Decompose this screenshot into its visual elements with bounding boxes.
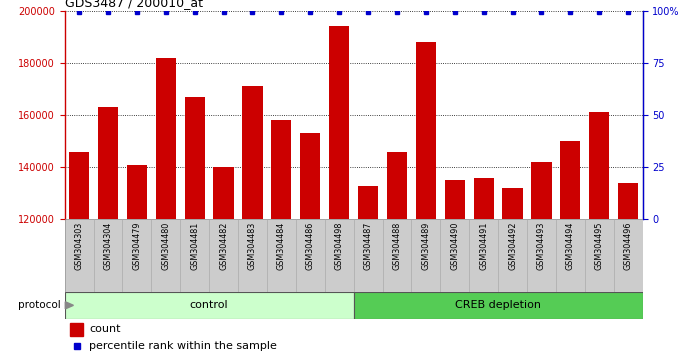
Bar xyxy=(387,152,407,219)
Bar xyxy=(184,97,205,219)
Text: GSM304483: GSM304483 xyxy=(248,222,257,270)
Bar xyxy=(589,113,609,219)
Text: percentile rank within the sample: percentile rank within the sample xyxy=(89,341,277,351)
Bar xyxy=(98,107,118,219)
Text: control: control xyxy=(190,300,228,310)
Bar xyxy=(126,165,147,219)
Text: count: count xyxy=(89,324,120,334)
Bar xyxy=(358,185,378,219)
Text: GSM304480: GSM304480 xyxy=(161,222,170,270)
Text: GSM304496: GSM304496 xyxy=(624,222,632,270)
Bar xyxy=(69,152,89,219)
Bar xyxy=(71,323,83,336)
Text: GSM304303: GSM304303 xyxy=(75,222,84,270)
Bar xyxy=(445,180,465,219)
Bar xyxy=(618,183,639,219)
Bar xyxy=(354,292,643,319)
Text: GSM304479: GSM304479 xyxy=(133,222,141,270)
Text: GSM304482: GSM304482 xyxy=(219,222,228,270)
Bar xyxy=(214,167,234,219)
Text: GSM304489: GSM304489 xyxy=(422,222,430,270)
Text: GSM304484: GSM304484 xyxy=(277,222,286,270)
Text: GSM304495: GSM304495 xyxy=(595,222,604,270)
Bar xyxy=(560,141,581,219)
Text: GSM304488: GSM304488 xyxy=(392,222,401,270)
Bar xyxy=(473,178,494,219)
Text: GSM304490: GSM304490 xyxy=(450,222,459,270)
Bar xyxy=(242,86,262,219)
Text: GSM304486: GSM304486 xyxy=(306,222,315,270)
Text: GSM304494: GSM304494 xyxy=(566,222,575,270)
Bar xyxy=(503,188,523,219)
Text: GSM304493: GSM304493 xyxy=(537,222,546,270)
Text: GSM304481: GSM304481 xyxy=(190,222,199,270)
Bar xyxy=(415,42,436,219)
Text: GDS3487 / 200010_at: GDS3487 / 200010_at xyxy=(65,0,203,10)
Text: protocol: protocol xyxy=(18,300,61,310)
Text: GSM304498: GSM304498 xyxy=(335,222,343,270)
Bar xyxy=(65,292,354,319)
Text: GSM304491: GSM304491 xyxy=(479,222,488,270)
Text: GSM304487: GSM304487 xyxy=(364,222,373,270)
Bar xyxy=(271,120,292,219)
Bar xyxy=(329,26,350,219)
Bar xyxy=(300,133,320,219)
Text: GSM304304: GSM304304 xyxy=(103,222,112,270)
Bar xyxy=(531,162,551,219)
Text: CREB depletion: CREB depletion xyxy=(455,300,541,310)
Text: GSM304492: GSM304492 xyxy=(508,222,517,270)
Bar xyxy=(156,58,176,219)
